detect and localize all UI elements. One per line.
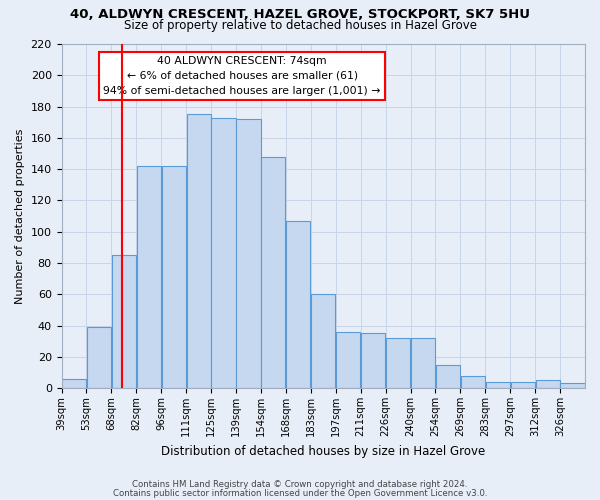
Bar <box>311 294 335 388</box>
Text: Size of property relative to detached houses in Hazel Grove: Size of property relative to detached ho… <box>124 19 476 32</box>
Bar <box>87 327 111 388</box>
Text: Contains public sector information licensed under the Open Government Licence v3: Contains public sector information licen… <box>113 489 487 498</box>
Bar <box>485 382 510 388</box>
Text: 40, ALDWYN CRESCENT, HAZEL GROVE, STOCKPORT, SK7 5HU: 40, ALDWYN CRESCENT, HAZEL GROVE, STOCKP… <box>70 8 530 20</box>
Bar <box>62 379 86 388</box>
Bar <box>536 380 560 388</box>
Bar <box>361 334 385 388</box>
Bar <box>137 166 161 388</box>
Bar <box>236 119 260 388</box>
Bar <box>386 338 410 388</box>
Bar <box>211 118 236 388</box>
Bar <box>187 114 211 388</box>
Bar <box>436 364 460 388</box>
Bar <box>112 255 136 388</box>
Text: Contains HM Land Registry data © Crown copyright and database right 2024.: Contains HM Land Registry data © Crown c… <box>132 480 468 489</box>
Text: 40 ALDWYN CRESCENT: 74sqm
← 6% of detached houses are smaller (61)
94% of semi-d: 40 ALDWYN CRESCENT: 74sqm ← 6% of detach… <box>103 56 381 96</box>
Bar <box>511 382 535 388</box>
Bar <box>461 376 485 388</box>
Bar <box>161 166 186 388</box>
Bar <box>560 384 584 388</box>
Bar <box>336 332 360 388</box>
Bar <box>262 156 286 388</box>
Bar <box>411 338 435 388</box>
Bar <box>286 221 310 388</box>
X-axis label: Distribution of detached houses by size in Hazel Grove: Distribution of detached houses by size … <box>161 444 485 458</box>
Y-axis label: Number of detached properties: Number of detached properties <box>15 128 25 304</box>
